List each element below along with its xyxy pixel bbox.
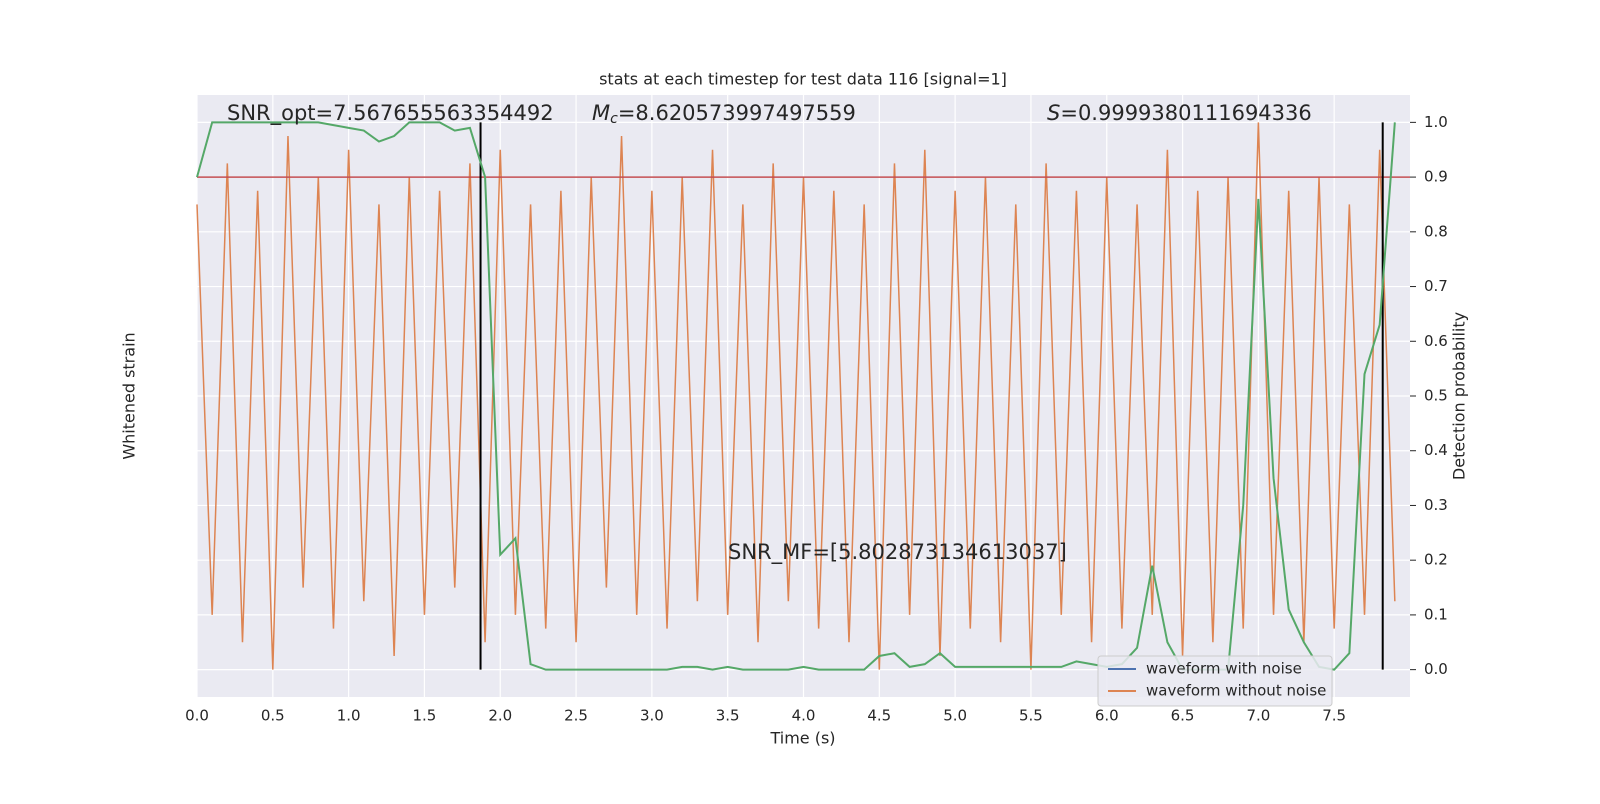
x-axis-label: Time (s) bbox=[769, 729, 835, 748]
x-tick-label: 2.5 bbox=[564, 707, 588, 725]
x-tick-label: 1.5 bbox=[413, 707, 437, 725]
x-tick-label: 7.0 bbox=[1246, 707, 1270, 725]
x-tick-label: 6.5 bbox=[1171, 707, 1195, 725]
annotation-text: =0.9999380111694336 bbox=[1060, 101, 1311, 125]
x-tick-label: 2.0 bbox=[488, 707, 512, 725]
x-tick-label: 3.0 bbox=[640, 707, 664, 725]
y2-axis-label: Detection probability bbox=[1450, 312, 1469, 480]
y2-tick-label: 0.3 bbox=[1424, 496, 1448, 514]
y2-tick-label: 0.2 bbox=[1424, 551, 1448, 569]
y2-tick-label: 0.6 bbox=[1424, 332, 1448, 350]
y-axis-label: Whitened strain bbox=[120, 332, 139, 459]
annotation: S=0.9999380111694336 bbox=[1047, 101, 1312, 125]
x-tick-label: 4.5 bbox=[867, 707, 891, 725]
x-tick-label: 4.0 bbox=[792, 707, 816, 725]
annotation-symbol: M bbox=[592, 101, 610, 125]
y2-tick-label: 0.0 bbox=[1424, 660, 1448, 678]
x-tick-label: 0.0 bbox=[185, 707, 209, 725]
x-tick-label: 7.5 bbox=[1322, 707, 1346, 725]
annotation-symbol: S bbox=[1047, 101, 1060, 125]
legend-box bbox=[1097, 655, 1333, 707]
x-tick-label: 3.5 bbox=[716, 707, 740, 725]
x-tick-label: 5.0 bbox=[943, 707, 967, 725]
annotation: SNR_MF=[5.802873134613037] bbox=[728, 540, 1067, 565]
x-tick-label: 5.5 bbox=[1019, 707, 1043, 725]
annotation-subscript: c bbox=[610, 111, 618, 127]
chart-title: stats at each timestep for test data 116… bbox=[599, 70, 1007, 89]
y2-tick-label: 0.4 bbox=[1424, 441, 1448, 459]
waveform-line bbox=[196, 122, 1396, 670]
y2-tick-label: 1.0 bbox=[1424, 113, 1448, 131]
annotation: SNR_opt=7.567655563354492 bbox=[227, 101, 554, 126]
y2-tick-label: 0.1 bbox=[1424, 605, 1448, 623]
legend-label: waveform without noise bbox=[1146, 682, 1326, 700]
y2-tick-label: 0.7 bbox=[1424, 277, 1448, 295]
x-tick-label: 1.0 bbox=[337, 707, 361, 725]
y2-tick-label: 0.5 bbox=[1424, 387, 1448, 405]
legend-label: waveform with noise bbox=[1146, 660, 1302, 678]
y2-tick-label: 0.9 bbox=[1424, 168, 1448, 186]
x-tick-label: 6.0 bbox=[1095, 707, 1119, 725]
x-tick-label: 0.5 bbox=[261, 707, 285, 725]
annotation-text: =8.620573997497559 bbox=[618, 101, 856, 125]
legend: waveform with noise waveform without nois… bbox=[1097, 655, 1333, 707]
annotation: Mc=8.620573997497559 bbox=[592, 101, 856, 127]
y2-tick-label: 0.8 bbox=[1424, 222, 1448, 240]
